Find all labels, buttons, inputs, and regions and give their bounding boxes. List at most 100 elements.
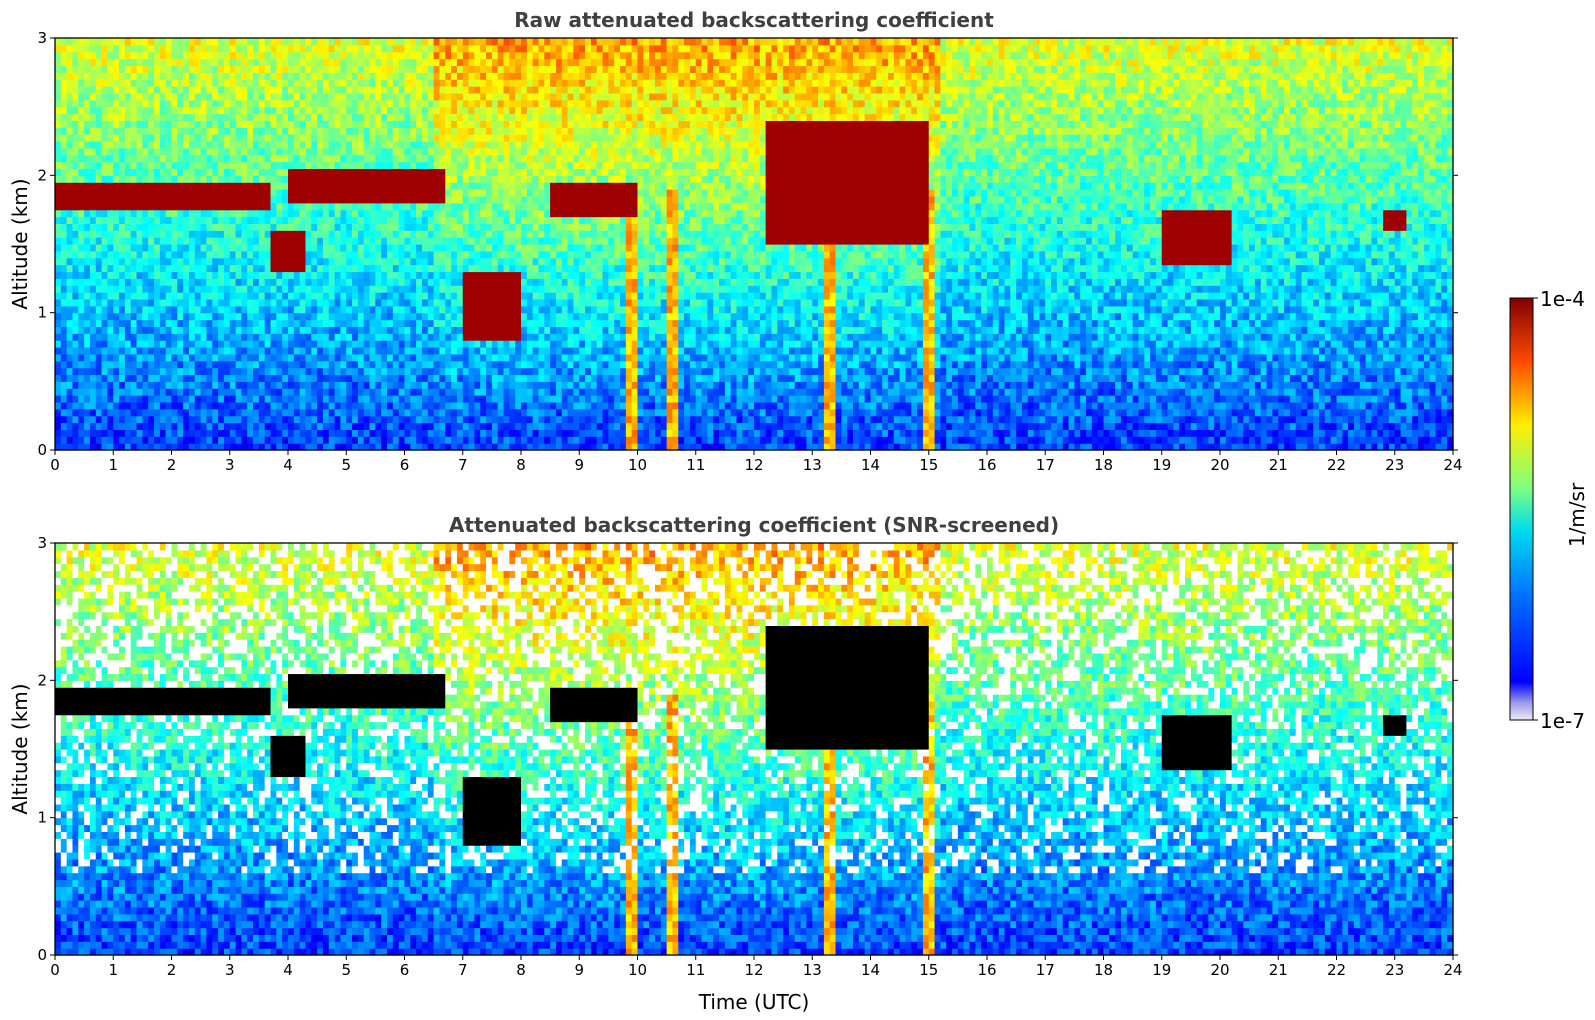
heatmap-cell <box>294 86 300 93</box>
heatmap-cell <box>61 45 67 52</box>
heatmap-cell <box>125 306 131 313</box>
heatmap-cell <box>335 258 341 265</box>
heatmap-cell <box>201 244 207 251</box>
heatmap-cell <box>393 416 399 423</box>
heatmap-cell <box>102 38 108 45</box>
heatmap-cell <box>364 182 370 189</box>
heatmap-cell <box>183 361 189 368</box>
heatmap-cell <box>375 271 381 278</box>
heatmap-cell <box>311 120 317 127</box>
heatmap-cell <box>78 340 84 347</box>
heatmap-cell <box>259 107 265 114</box>
heatmap-cell <box>265 333 271 340</box>
heatmap-cell <box>259 120 265 127</box>
heatmap-cell <box>125 374 131 381</box>
heatmap-cell <box>119 175 125 182</box>
heatmap-cell <box>96 333 102 340</box>
heatmap-cell <box>282 285 288 292</box>
heatmap-cell <box>201 402 207 409</box>
heatmap-cell <box>276 107 282 114</box>
heatmap-cell <box>300 223 306 230</box>
heatmap-cell <box>195 114 201 121</box>
heatmap-cell <box>230 203 236 210</box>
heatmap-cell <box>78 79 84 86</box>
heatmap-cell <box>84 223 90 230</box>
heatmap-cell <box>172 381 178 388</box>
heatmap-cell <box>364 107 370 114</box>
heatmap-cell <box>96 93 102 100</box>
heatmap-cell <box>346 93 352 100</box>
heatmap-cell <box>96 120 102 127</box>
heatmap-cell <box>288 59 294 66</box>
heatmap-cell <box>375 326 381 333</box>
heatmap-cell <box>305 409 311 416</box>
heatmap-cell <box>311 223 317 230</box>
heatmap-cell <box>329 203 335 210</box>
heatmap-cell <box>358 354 364 361</box>
heatmap-cell <box>329 52 335 59</box>
heatmap-cell <box>288 72 294 79</box>
heatmap-cell <box>370 395 376 402</box>
heatmap-cell <box>230 326 236 333</box>
heatmap-cell <box>125 320 131 327</box>
heatmap-cell <box>131 368 137 375</box>
heatmap-cell <box>224 127 230 134</box>
heatmap-cell <box>84 45 90 52</box>
heatmap-cell <box>201 120 207 127</box>
heatmap-cell <box>119 196 125 203</box>
heatmap-cell <box>271 162 277 169</box>
heatmap-cell <box>61 230 67 237</box>
heatmap-cell <box>370 278 376 285</box>
heatmap-cell <box>329 292 335 299</box>
heatmap-cell <box>55 402 61 409</box>
heatmap-cell <box>364 175 370 182</box>
heatmap-cell <box>282 265 288 272</box>
heatmap-cell <box>329 141 335 148</box>
heatmap-cell <box>247 429 253 436</box>
heatmap-cell <box>300 258 306 265</box>
heatmap-cell <box>84 114 90 121</box>
heatmap-cell <box>189 258 195 265</box>
heatmap-cell <box>230 100 236 107</box>
heatmap-cell <box>381 347 387 354</box>
heatmap-cell <box>387 203 393 210</box>
heatmap-cell <box>218 313 224 320</box>
heatmap-cell <box>142 244 148 251</box>
heatmap-cell <box>259 52 265 59</box>
heatmap-cell <box>311 141 317 148</box>
heatmap-cell <box>96 423 102 430</box>
heatmap-cell <box>300 333 306 340</box>
heatmap-cell <box>78 436 84 443</box>
heatmap-cell <box>55 409 61 416</box>
heatmap-cell <box>137 388 143 395</box>
heatmap-cell <box>177 306 183 313</box>
heatmap-cell <box>271 237 277 244</box>
heatmap-cell <box>183 72 189 79</box>
heatmap-cell <box>370 306 376 313</box>
heatmap-cell <box>375 72 381 79</box>
heatmap-cell <box>381 59 387 66</box>
heatmap-cell <box>201 313 207 320</box>
heatmap-cell <box>236 134 242 141</box>
heatmap-cell <box>137 285 143 292</box>
heatmap-cell <box>189 148 195 155</box>
heatmap-cell <box>241 217 247 224</box>
heatmap-cell <box>78 285 84 292</box>
heatmap-cell <box>218 381 224 388</box>
heatmap-cell <box>84 210 90 217</box>
heatmap-cell <box>172 168 178 175</box>
heatmap-cell <box>323 134 329 141</box>
heatmap-cell <box>271 155 277 162</box>
heatmap-cell <box>282 65 288 72</box>
heatmap-cell <box>387 429 393 436</box>
heatmap-cell <box>300 162 306 169</box>
heatmap-cell <box>282 436 288 443</box>
heatmap-cell <box>230 409 236 416</box>
heatmap-cell <box>119 168 125 175</box>
heatmap-cell <box>358 120 364 127</box>
heatmap-cell <box>271 320 277 327</box>
heatmap-cell <box>160 203 166 210</box>
heatmap-cell <box>201 72 207 79</box>
heatmap-cell <box>107 230 113 237</box>
heatmap-cell <box>142 333 148 340</box>
